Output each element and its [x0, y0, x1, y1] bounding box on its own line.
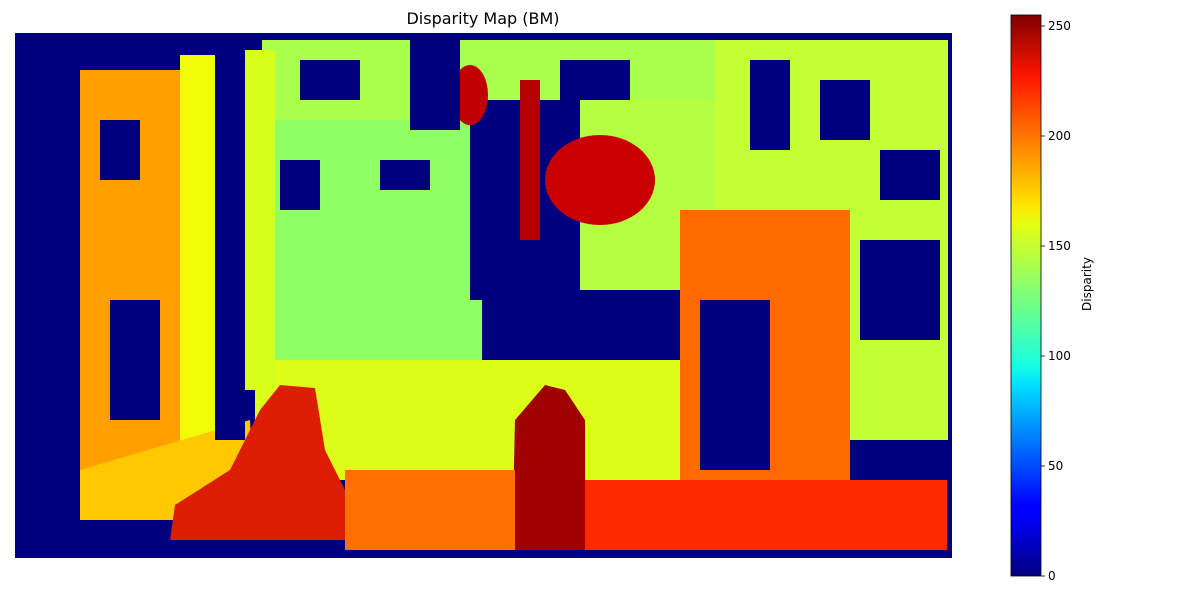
- gap-right-box: [700, 300, 770, 470]
- gap-left: [215, 50, 245, 440]
- chart-title: Disparity Map (BM): [406, 9, 559, 28]
- region-stem: [520, 80, 540, 240]
- colorbar-tick-label: 0: [1048, 569, 1056, 583]
- colorbar-tick-label: 50: [1048, 459, 1063, 473]
- region-floor: [345, 470, 515, 550]
- region-flower: [545, 135, 655, 225]
- colorbar-tick-label: 150: [1048, 239, 1071, 253]
- noise-specks: [100, 40, 940, 420]
- region-flower-bud: [452, 65, 488, 125]
- colorbar-tick-label: 200: [1048, 129, 1071, 143]
- region-floor-right: [585, 480, 947, 550]
- colorbar-label: Disparity: [1080, 257, 1094, 311]
- colorbar-tick-label: 100: [1048, 349, 1071, 363]
- region-vase: [512, 385, 585, 550]
- colorbar-gradient: [1010, 14, 1042, 577]
- colorbar: 0 50 100 150 200 250 Disparity: [1010, 14, 1094, 583]
- colorbar-tick-label: 250: [1048, 19, 1071, 33]
- region-left-pillar: [180, 55, 215, 475]
- region-lower-wall: [255, 360, 755, 480]
- disparity-image: [15, 33, 952, 558]
- region-red-object-left: [170, 385, 345, 540]
- region-left-column: [245, 50, 275, 390]
- region-wall-left-mid: [262, 120, 482, 370]
